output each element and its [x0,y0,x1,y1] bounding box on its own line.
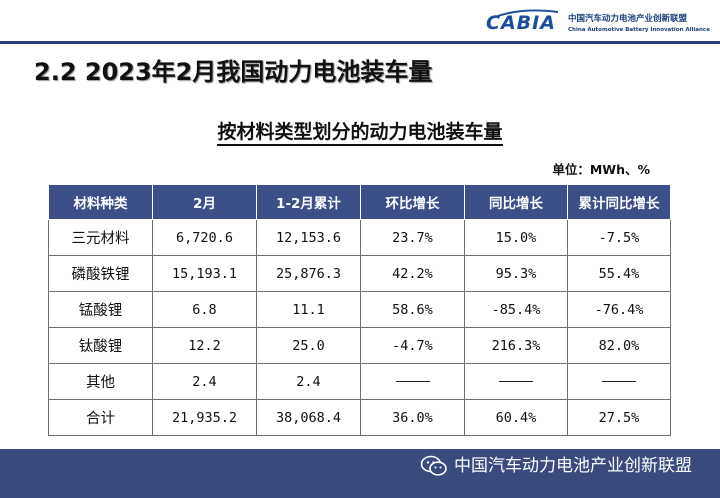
value-cell: 2.4 [152,363,257,400]
value-cell: 36.0% [360,399,465,436]
value-cell: 21,935.2 [152,399,257,436]
value-cell: 12.2 [152,327,257,364]
header-rule [0,41,720,44]
table-row: 其他 2.4 2.4 [48,363,671,400]
value-cell: 82.0% [567,327,671,364]
battery-volume-table: 材料种类 2月 1-2月累计 环比增长 同比增长 累计同比增长 三元材料 6,7… [48,184,671,436]
empty-dash-cell [567,363,671,400]
value-cell: 216.3% [464,327,568,364]
footer-brand: 中国汽车动力电池产业创新联盟 [420,449,692,483]
table-row: 锰酸锂 6.8 11.1 58.6% -85.4% -76.4% [48,291,671,328]
empty-dash-cell [464,363,568,400]
value-cell: -76.4% [567,291,671,328]
value-cell: 27.5% [567,399,671,436]
footer-bar: 中国汽车动力电池产业创新联盟 [0,449,720,498]
value-cell: 15.0% [464,219,568,256]
table-row: 钛酸锂 12.2 25.0 -4.7% 216.3% 82.0% [48,327,671,364]
header-cell: 2月 [152,184,257,220]
value-cell: 12,153.6 [256,219,361,256]
logo-wordmark: CABIA [486,12,556,34]
logo-org-name: 中国汽车动力电池产业创新联盟 [568,14,688,24]
empty-dash-cell [360,363,465,400]
value-cell: 15,193.1 [152,255,257,292]
value-cell: 60.4% [464,399,568,436]
value-cell: 11.1 [256,291,361,328]
value-cell: -85.4% [464,291,568,328]
header-cell: 环比增长 [360,184,465,220]
header-cell: 同比增长 [464,184,568,220]
header-cell: 1-2月累计 [256,184,361,220]
header-cell: 材料种类 [48,184,153,220]
table-row-total: 合计 21,935.2 38,068.4 36.0% 60.4% 27.5% [48,399,671,436]
material-cell: 其他 [48,363,153,400]
dash-mark [395,381,430,382]
value-cell: 6.8 [152,291,257,328]
value-cell: 58.6% [360,291,465,328]
wechat-icon [420,455,447,476]
value-cell: 95.3% [464,255,568,292]
alliance-logo: CABIA 中国汽车动力电池产业创新联盟 China Automotive Ba… [486,9,714,39]
value-cell: -7.5% [567,219,671,256]
value-cell: 23.7% [360,219,465,256]
footer-brand-text: 中国汽车动力电池产业创新联盟 [454,456,692,476]
value-cell: 6,720.6 [152,219,257,256]
material-cell: 钛酸锂 [48,327,153,364]
logo-swoosh-icon [491,9,559,19]
slide-title: 2.2 2023年2月我国动力电池装车量 [34,58,433,86]
top-bar: CABIA 中国汽车动力电池产业创新联盟 China Automotive Ba… [0,0,720,46]
value-cell: 25.0 [256,327,361,364]
unit-label: 单位：MWh、% [552,162,650,177]
table-row: 磷酸铁锂 15,193.1 25,876.3 42.2% 95.3% 55.4% [48,255,671,292]
header-cell: 累计同比增长 [567,184,671,220]
value-cell: 42.2% [360,255,465,292]
table-header-row: 材料种类 2月 1-2月累计 环比增长 同比增长 累计同比增长 [48,184,671,220]
dash-mark [499,381,533,382]
value-cell: 25,876.3 [256,255,361,292]
value-cell: -4.7% [360,327,465,364]
material-cell: 磷酸铁锂 [48,255,153,292]
table-row: 三元材料 6,720.6 12,153.6 23.7% 15.0% -7.5% [48,219,671,256]
material-cell: 锰酸锂 [48,291,153,328]
table-title: 按材料类型划分的动力电池装车量 [0,119,720,146]
dash-mark [602,381,636,382]
material-cell: 三元材料 [48,219,153,256]
logo-org-name-en: China Automotive Battery Innovation Alli… [568,27,710,33]
value-cell: 38,068.4 [256,399,361,436]
table-title-text: 按材料类型划分的动力电池装车量 [217,121,503,146]
material-cell: 合计 [48,399,153,436]
value-cell: 2.4 [256,363,361,400]
value-cell: 55.4% [567,255,671,292]
